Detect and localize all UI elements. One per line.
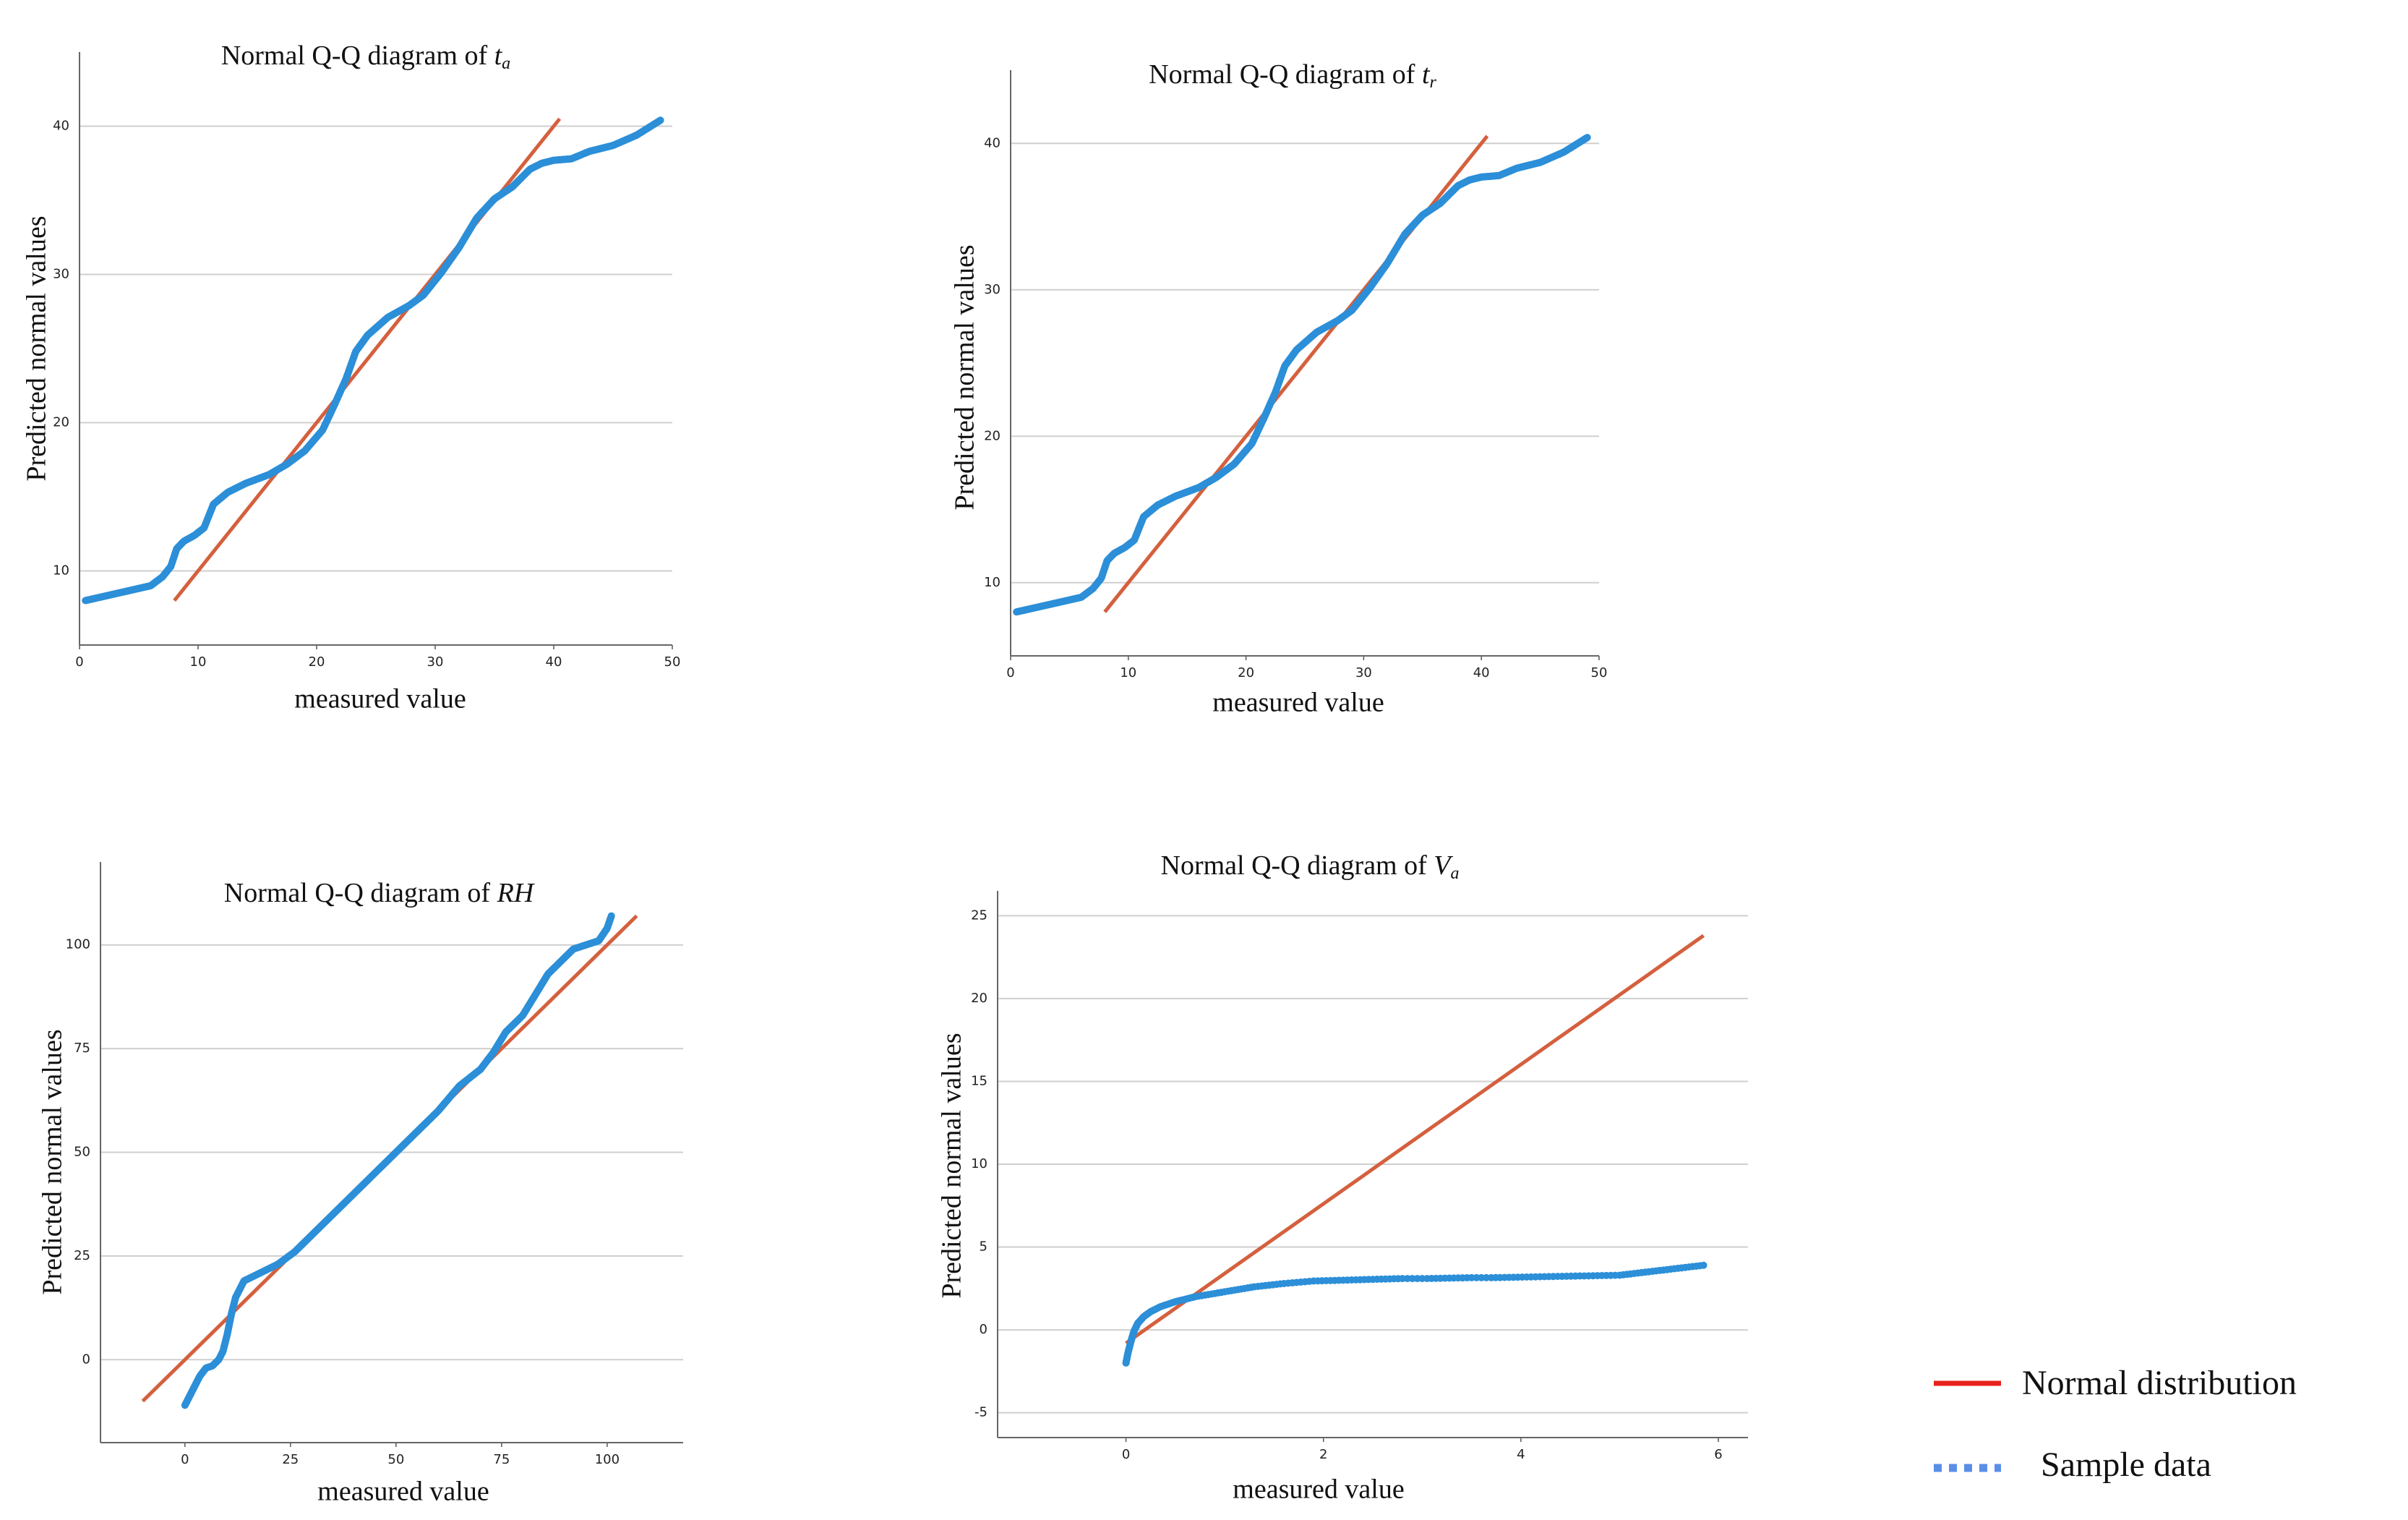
x-axis-label: measured value xyxy=(1212,688,1384,718)
x-axis-label: measured value xyxy=(1233,1474,1404,1505)
y-tick-label: 75 xyxy=(74,1041,90,1056)
chart-title-variable: RH xyxy=(497,878,536,908)
y-tick-label: 5 xyxy=(980,1239,987,1255)
sample-point xyxy=(1583,134,1591,142)
x-tick-label: 30 xyxy=(1355,665,1372,680)
qq-panel-1: 10 20 30 40 0 10 20 30 40 50 Normal Q-Q diagram of… xyxy=(22,40,681,714)
x-tick-label: 30 xyxy=(427,654,444,670)
chart-title-subscript: a xyxy=(1451,864,1460,883)
qq-panel-4: -5 0 5 10 15 20 25 0 2 4 6 Normal Q-Q diagram of Va… xyxy=(937,850,1748,1505)
y-tick-label: 40 xyxy=(53,119,69,134)
y-axis-label: Predicted normal values xyxy=(22,215,52,481)
chart-title-prefix: Normal Q-Q diagram of xyxy=(1161,850,1434,881)
x-tick-label: 50 xyxy=(664,654,681,670)
x-tick-label: 2 xyxy=(1319,1447,1327,1462)
x-tick-label: 4 xyxy=(1517,1447,1525,1462)
y-tick-label: 10 xyxy=(984,575,1001,590)
chart-title: Normal Q-Q diagram of tr xyxy=(1149,59,1436,92)
y-axis-label: Predicted normal values xyxy=(950,244,980,510)
chart-title-prefix: Normal Q-Q diagram of xyxy=(1149,59,1422,90)
chart-title: Normal Q-Q diagram of Va xyxy=(1161,850,1460,883)
y-tick-label: 50 xyxy=(74,1145,90,1160)
chart-title-variable: t xyxy=(494,40,503,71)
qq-panel-2: 10 20 30 40 0 10 20 30 40 50 Normal Q-Q diagram of… xyxy=(950,59,1608,718)
x-tick-label: 50 xyxy=(1591,665,1608,680)
x-tick-label: 0 xyxy=(1122,1447,1130,1462)
x-tick-label: 40 xyxy=(1473,665,1490,680)
x-tick-label: 0 xyxy=(1006,665,1014,680)
y-tick-label: 100 xyxy=(66,937,90,952)
sample-point xyxy=(607,912,615,920)
chart-title-subscript: r xyxy=(1430,73,1437,92)
x-tick-label: 20 xyxy=(309,654,325,670)
x-tick-label: 20 xyxy=(1238,665,1254,680)
y-axis-label: Predicted normal values xyxy=(38,1029,68,1294)
y-tick-label: 0 xyxy=(82,1352,90,1367)
y-tick-label: 20 xyxy=(971,991,987,1006)
legend-line-label: Normal distribution xyxy=(2022,1364,2297,1402)
y-tick-label: 20 xyxy=(53,415,69,430)
x-tick-label: 10 xyxy=(1120,665,1136,680)
y-tick-label: 10 xyxy=(53,563,69,578)
x-axis-label: measured value xyxy=(317,1477,489,1507)
x-tick-label: 0 xyxy=(75,654,83,670)
y-tick-label: 0 xyxy=(980,1322,987,1337)
y-tick-label: -5 xyxy=(974,1405,987,1420)
chart-title: Normal Q-Q diagram of RH xyxy=(224,878,536,908)
x-tick-label: 10 xyxy=(190,654,207,670)
x-tick-label: 0 xyxy=(181,1452,189,1467)
chart-title-variable: t xyxy=(1422,59,1431,90)
x-axis-label: measured value xyxy=(294,684,466,714)
legend-dots-label: Sample data xyxy=(2041,1446,2211,1484)
x-tick-label: 50 xyxy=(387,1452,404,1467)
y-tick-label: 20 xyxy=(984,428,1001,443)
x-tick-label: 100 xyxy=(595,1452,620,1467)
sample-point xyxy=(1700,1261,1708,1269)
chart-title: Normal Q-Q diagram of ta xyxy=(221,40,510,73)
x-tick-label: 6 xyxy=(1714,1447,1722,1462)
y-tick-label: 30 xyxy=(984,282,1001,297)
y-tick-label: 40 xyxy=(984,135,1001,150)
y-tick-label: 25 xyxy=(74,1248,90,1263)
x-tick-label: 25 xyxy=(282,1452,299,1467)
y-tick-label: 10 xyxy=(971,1156,987,1171)
y-tick-label: 30 xyxy=(53,267,69,282)
x-tick-label: 75 xyxy=(493,1452,510,1467)
qq-panel-3: 0 25 50 75 100 0 25 50 75 100 Normal Q-Q diagram o… xyxy=(38,862,683,1507)
normal-reference-line xyxy=(1125,934,1705,1345)
legend: Normal distribution Sample data xyxy=(1934,1364,2297,1484)
sample-point xyxy=(656,116,664,124)
y-axis-label: Predicted normal values xyxy=(937,1033,967,1298)
y-tick-label: 15 xyxy=(971,1073,987,1088)
y-tick-label: 25 xyxy=(971,908,987,923)
chart-title-subscript: a xyxy=(502,54,510,73)
chart-title-prefix: Normal Q-Q diagram of xyxy=(221,40,494,71)
x-tick-label: 40 xyxy=(546,654,562,670)
chart-title-prefix: Normal Q-Q diagram of xyxy=(224,878,497,908)
chart-title-variable: V xyxy=(1434,850,1453,881)
